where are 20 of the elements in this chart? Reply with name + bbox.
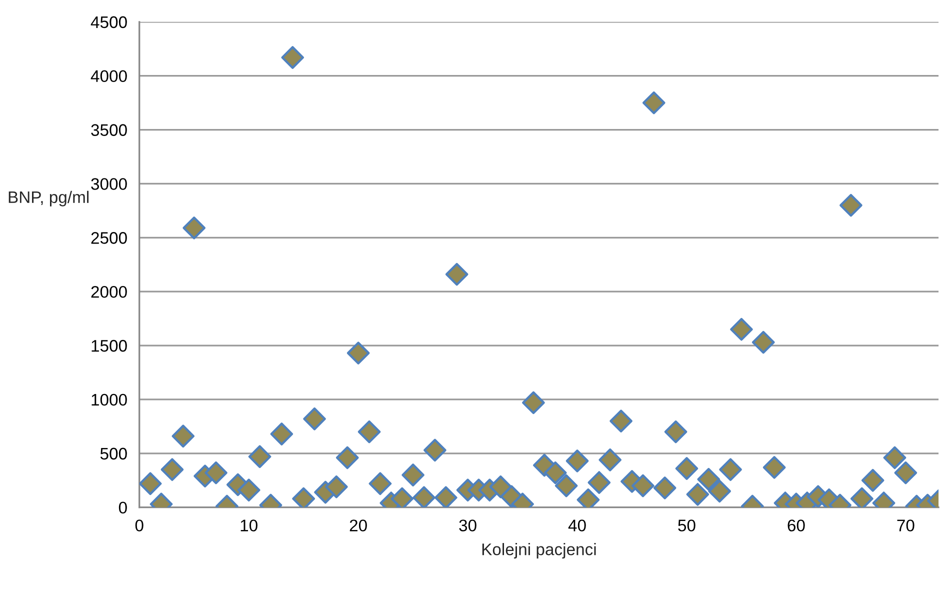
- y-tick-label: 3000: [91, 178, 127, 190]
- x-tick-label: 10: [240, 520, 258, 532]
- x-tick-label: 20: [350, 520, 367, 532]
- y-tick-label: 4000: [90, 70, 127, 82]
- x-tick-label: 60: [788, 520, 805, 532]
- x-tick-label: 30: [459, 520, 476, 532]
- y-tick-label: 1500: [92, 340, 127, 352]
- x-tick-label: 70: [897, 520, 914, 532]
- x-tick-label: 0: [135, 520, 144, 532]
- y-tick-label: 4500: [90, 16, 127, 28]
- y-tick-label: 3500: [91, 124, 127, 136]
- y-axis-title: BNP, pg/ml: [8, 190, 89, 206]
- x-axis-title: Kolejni pacjenci: [482, 543, 596, 559]
- y-tick-label: 2500: [91, 232, 127, 244]
- y-tick-label: 500: [100, 448, 127, 460]
- y-tick-label: 1000: [92, 394, 127, 406]
- y-tick-label: 2000: [91, 286, 127, 298]
- x-tick-label: 50: [678, 520, 696, 532]
- y-tick-label: 0: [118, 502, 127, 514]
- x-tick-label: 40: [568, 520, 586, 532]
